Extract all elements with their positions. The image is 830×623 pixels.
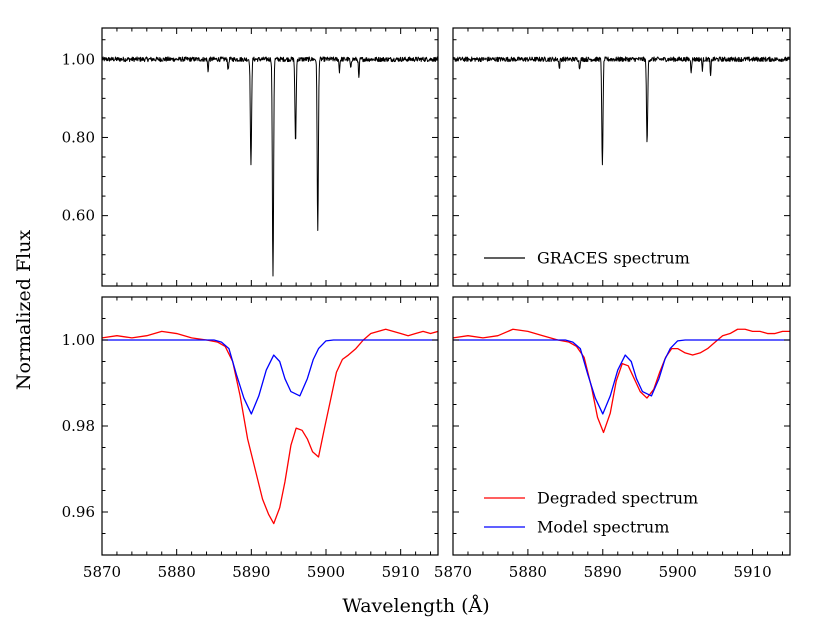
x-tick-label: 5880 <box>158 563 196 581</box>
panel-top-left: 0.60 0.80 1.00 <box>62 27 439 287</box>
x-tick-label: 5880 <box>509 563 547 581</box>
series-line-graces-spectrum <box>102 56 438 277</box>
series-line-model-spectrum <box>453 339 790 415</box>
x-tick-label: 5870 <box>83 563 121 581</box>
panels: 0.60 0.80 1.00 GRACES spectrum 0.96 0.98 1.00 5… <box>62 27 791 581</box>
panel-frame <box>452 296 791 556</box>
x-tick-label: 5910 <box>733 563 771 581</box>
panel-bottom-right: 5870 5880 5890 5900 5910 Degraded spectrum Mod… <box>434 296 791 581</box>
series-line-model-spectrum <box>102 339 438 415</box>
y-tick-label: 1.00 <box>62 50 95 68</box>
series-line-degraded-spectrum <box>102 328 438 525</box>
panel-top-right: GRACES spectrum <box>452 27 791 287</box>
x-tick-label: 5900 <box>659 563 697 581</box>
y-tick-label: 0.80 <box>62 128 95 146</box>
legend-label: GRACES spectrum <box>537 249 690 268</box>
panel-frame <box>101 27 439 287</box>
x-tick-label: 5870 <box>434 563 472 581</box>
x-tick-label: 5900 <box>307 563 345 581</box>
x-tick-label: 5910 <box>382 563 420 581</box>
panel-bottom-left: 0.96 0.98 1.00 5870 5880 5890 5900 5910 <box>62 296 439 581</box>
legend-label: Degraded spectrum <box>537 489 698 508</box>
x-tick-label: 5890 <box>584 563 622 581</box>
y-tick-label: 0.96 <box>62 503 95 521</box>
series-line-graces-spectrum <box>453 56 790 166</box>
panel-frame <box>452 27 791 287</box>
series-line-degraded-spectrum <box>453 328 790 434</box>
y-tick-label: 1.00 <box>62 331 95 349</box>
y-tick-label: 0.98 <box>62 417 95 435</box>
y-tick-label: 0.60 <box>62 207 95 225</box>
y-axis-title: Normalized Flux <box>13 230 35 391</box>
legend-label: Model spectrum <box>537 518 669 537</box>
x-tick-label: 5890 <box>232 563 270 581</box>
x-axis-title: Wavelength (Å) <box>342 595 489 617</box>
